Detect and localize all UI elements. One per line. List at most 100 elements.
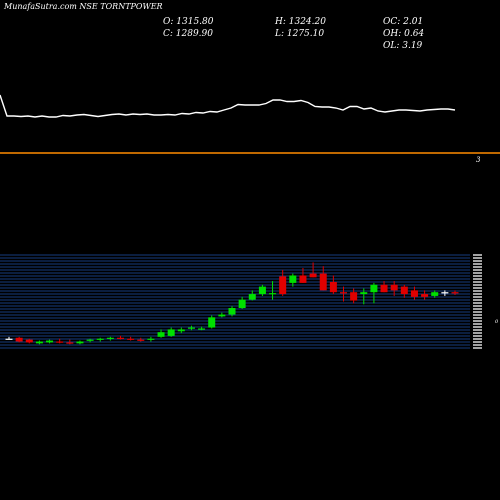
upper-indicator-panel bbox=[0, 94, 456, 118]
candle bbox=[96, 337, 104, 342]
candle-body bbox=[198, 328, 206, 330]
candle-body bbox=[137, 339, 145, 341]
candle bbox=[289, 273, 297, 287]
candle-body bbox=[25, 339, 33, 343]
candle bbox=[400, 284, 408, 298]
candle bbox=[319, 266, 327, 291]
candle-body bbox=[96, 338, 104, 340]
candle bbox=[127, 336, 135, 341]
candle bbox=[157, 329, 165, 338]
candle bbox=[56, 338, 64, 344]
candle-body bbox=[76, 341, 84, 344]
candle bbox=[238, 296, 246, 309]
candle bbox=[66, 339, 74, 345]
candle bbox=[421, 290, 429, 300]
candle-body bbox=[299, 275, 307, 283]
oh-readout: OH: 0.64 bbox=[383, 29, 424, 39]
close-readout: C: 1289.90 bbox=[163, 29, 213, 39]
candle-body bbox=[329, 281, 337, 293]
candle-body bbox=[319, 273, 327, 291]
candle bbox=[137, 337, 145, 342]
candle-body bbox=[157, 332, 165, 337]
candle-body bbox=[380, 284, 388, 293]
candle bbox=[248, 290, 256, 301]
candle bbox=[360, 288, 368, 305]
indicator-line bbox=[0, 94, 456, 118]
volume-label: 3 bbox=[476, 156, 481, 164]
candle bbox=[329, 275, 337, 295]
candle-body bbox=[279, 276, 287, 295]
candle-body bbox=[177, 329, 185, 332]
candle-body bbox=[309, 273, 317, 278]
candle-body bbox=[370, 284, 378, 293]
candle-body bbox=[350, 292, 358, 301]
candle bbox=[350, 288, 358, 304]
candle-body bbox=[187, 327, 195, 329]
candle bbox=[299, 268, 307, 283]
candle bbox=[218, 312, 226, 318]
candle bbox=[106, 336, 114, 341]
candle-body bbox=[431, 292, 439, 296]
candle bbox=[46, 339, 54, 344]
low-readout: L: 1275.10 bbox=[274, 29, 324, 39]
candle bbox=[86, 338, 94, 343]
ol-readout: OL: 3.19 bbox=[383, 41, 423, 51]
candle-body bbox=[340, 292, 347, 294]
candle bbox=[187, 325, 195, 331]
candle-body bbox=[66, 342, 74, 344]
high-readout: H: 1324.20 bbox=[274, 17, 326, 27]
candle bbox=[390, 281, 398, 296]
candle-body bbox=[15, 337, 23, 342]
candle-body bbox=[238, 299, 246, 309]
candle bbox=[451, 290, 459, 295]
candle bbox=[25, 338, 33, 344]
candle-body bbox=[269, 293, 277, 295]
candle bbox=[269, 281, 277, 300]
candle bbox=[431, 290, 439, 298]
candlestick-series bbox=[5, 262, 459, 345]
candle bbox=[309, 262, 317, 278]
candle bbox=[147, 336, 155, 342]
candle-body bbox=[117, 337, 124, 339]
candle-body bbox=[46, 340, 54, 343]
candle-body bbox=[258, 286, 266, 295]
candle bbox=[5, 336, 13, 340]
candle bbox=[208, 315, 216, 329]
open-readout: O: 1315.80 bbox=[163, 17, 214, 27]
candle bbox=[340, 286, 347, 302]
candle bbox=[380, 281, 388, 293]
candle bbox=[228, 306, 236, 317]
candle-body bbox=[147, 338, 155, 340]
candle-body bbox=[218, 314, 226, 317]
candle-body bbox=[400, 286, 408, 295]
candle-body bbox=[86, 339, 94, 341]
candle-body bbox=[248, 294, 256, 300]
candle-body bbox=[421, 294, 429, 297]
candle-body bbox=[390, 284, 398, 291]
candle bbox=[15, 336, 23, 343]
candle bbox=[117, 335, 124, 340]
candle bbox=[76, 340, 84, 345]
candle-body bbox=[127, 338, 135, 340]
candle bbox=[167, 327, 175, 337]
candle-body bbox=[35, 341, 43, 344]
candle-body bbox=[441, 292, 449, 294]
candle bbox=[410, 286, 418, 300]
side-label: 0 bbox=[495, 319, 499, 325]
candle bbox=[198, 326, 206, 331]
candle-body bbox=[106, 337, 114, 339]
candle-body bbox=[289, 275, 297, 283]
candle bbox=[279, 269, 287, 296]
candle-body bbox=[410, 290, 418, 297]
candle bbox=[35, 340, 43, 345]
candle-body bbox=[167, 329, 175, 336]
price-axis-ticks bbox=[473, 254, 482, 349]
candle-body bbox=[208, 317, 216, 328]
candle-body bbox=[5, 338, 13, 340]
candle-body bbox=[451, 292, 459, 294]
candle bbox=[258, 284, 266, 296]
candle bbox=[177, 327, 185, 334]
candle-body bbox=[56, 341, 64, 343]
